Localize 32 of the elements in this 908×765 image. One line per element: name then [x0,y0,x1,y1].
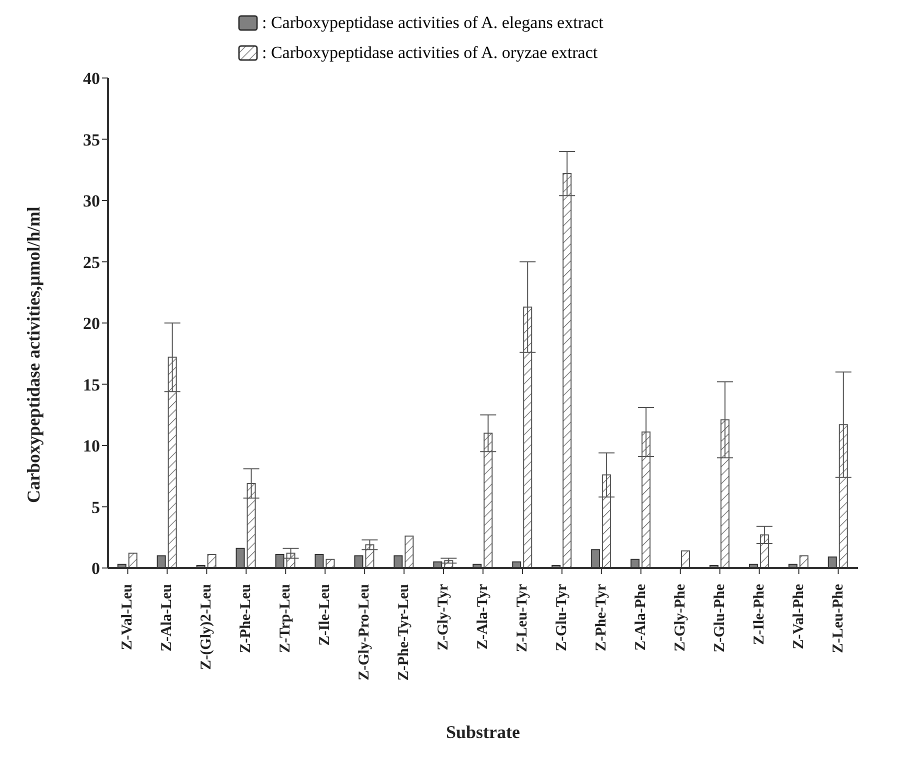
x-tick-label: Z-Gly-Tyr [436,584,452,650]
x-tick-label: Z-Ala-Leu [159,584,176,652]
legend-label: : Carboxypeptidase activities of A. oryzae extract [262,42,598,64]
x-axis-title: Substrate [446,722,520,742]
x-tick-label: Z-Ala-Phe [632,584,649,651]
x-tick-label: Z-Gly-Pro-Leu [356,584,373,680]
x-tick-label: Z-Glu-Tyr [554,584,570,652]
x-tick-label: Z-Leu-Phe [830,584,846,654]
x-tick-label: Z-Ile-Phe [751,584,768,645]
x-tick-label: Z-Ala-Tyr [475,584,491,650]
y-tick-label: 35 [83,130,100,150]
x-tick-label: Z-Glu-Phe [712,584,728,652]
legend-label: : Carboxypeptidase activities of A. elegans extract [262,12,604,34]
x-tick-label: Z-Ile-Leu [317,584,334,646]
y-tick-label: 5 [92,498,100,517]
x-tick-label: Z-(Gly)2-Leu [198,584,215,670]
x-tick-label: Z-Leu-Tyr [514,584,530,652]
x-tick-label: Z-Phe-Leu [238,584,254,654]
y-tick-label: 10 [83,436,100,456]
y-axis-title: Carboxypeptidase activities,µmol/h/ml [23,206,44,503]
x-tick-label: Z-Phe-Tyr-Leu [396,584,412,681]
x-tick-label: Z-Val-Phe [790,584,807,650]
x-tick-label: Z-Val-Leu [120,584,136,650]
x-tick-label: Z-Phe-Tyr [593,584,610,652]
y-tick-label: 30 [83,192,100,211]
x-tick-label: Z-Trp-Leu [278,584,294,653]
y-tick-label: 0 [92,559,100,578]
y-tick-label: 40 [83,69,100,88]
y-tick-label: 25 [83,252,100,272]
x-tick-label: Z-Gly-Phe [672,584,688,652]
y-tick-label: 15 [83,375,100,394]
y-tick-label: 20 [83,314,100,334]
